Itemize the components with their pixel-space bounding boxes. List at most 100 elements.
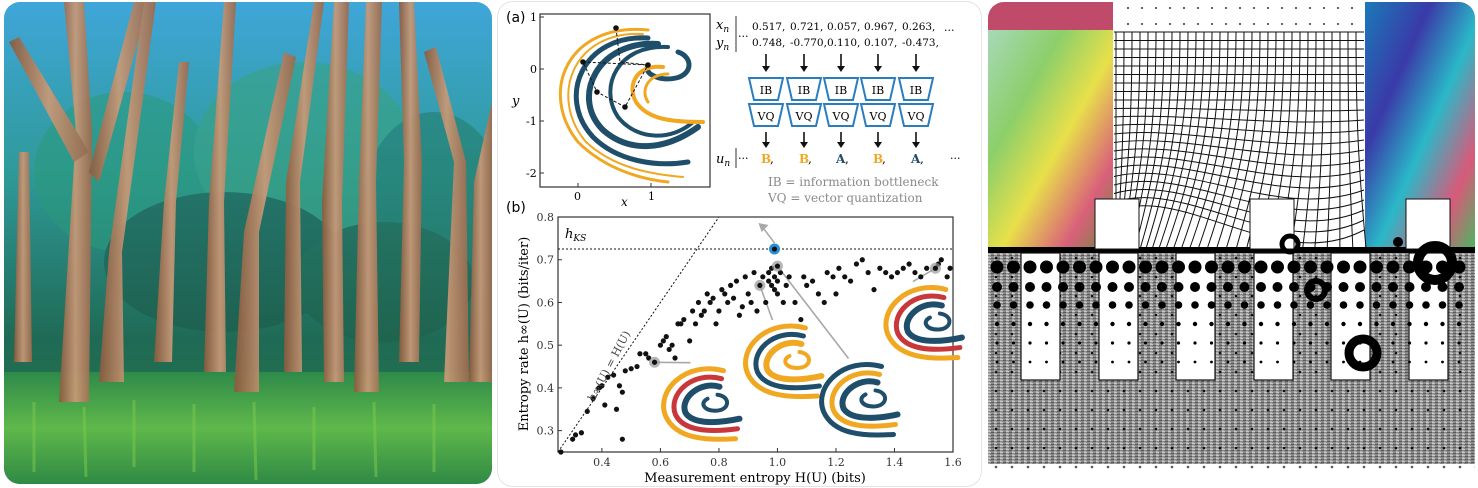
data-point [780, 299, 786, 306]
scatter-ticks: 0.4 0.6 0.8 1.0 1.2 1.4 1.6 0.3 0.4 0.5 0.6 0.7 0.8 [537, 211, 962, 469]
y-tick-neg1: -1 [526, 115, 537, 128]
data-point [804, 282, 810, 288]
halftone-dot [1292, 360, 1296, 364]
arrowhead-icon [800, 142, 808, 148]
data-point [666, 346, 672, 353]
halftone-dot [1403, 260, 1416, 274]
halftone-dot [1192, 321, 1198, 327]
halftone-dot [1457, 341, 1461, 345]
halftone-dot [1127, 341, 1131, 345]
halftone-dot [993, 301, 1001, 309]
marked-point [932, 265, 939, 271]
y-tick-label: 0.7 [537, 254, 555, 267]
white-block [1249, 198, 1295, 250]
halftone-dot [1309, 360, 1312, 364]
data-point [792, 299, 798, 306]
halftone-dot [995, 341, 999, 345]
halftone-dots [990, 260, 1466, 364]
halftone-dot [1144, 360, 1147, 364]
ib-label: IB [835, 84, 847, 97]
xn-value: 0.517, [752, 21, 785, 33]
halftone-dot [1339, 301, 1348, 309]
ib-label: IB [910, 84, 922, 97]
paint-drips [32, 400, 436, 481]
x-tick-label: 1.0 [769, 456, 787, 469]
symbol-comma: , [845, 152, 849, 166]
data-point [698, 312, 704, 318]
halftone-dot [1040, 260, 1053, 274]
halftone-dot [1308, 341, 1313, 345]
halftone-dot [1008, 282, 1019, 292]
vq-block [859, 103, 897, 127]
data-point [710, 295, 716, 301]
halftone-dot [1044, 321, 1049, 327]
data-point [763, 299, 769, 306]
ib-vq-pipeline: IB VQ B, IB VQ B, IB VQ A , IB VQ B, IB VQ A, [747, 54, 935, 166]
attractor-inset [819, 362, 901, 438]
ib-label: IB [798, 84, 810, 97]
scatter-ylabel: Entropy rate h∞(U) (bits/iter) [517, 237, 532, 432]
halftone-dot [1287, 260, 1301, 274]
vq-label: VQ [869, 110, 887, 123]
halftone-dot [1011, 321, 1016, 327]
halftone-dot [1308, 321, 1313, 327]
data-point [938, 257, 944, 263]
glitch-art-image [988, 2, 1475, 484]
halftone-dot [1143, 321, 1148, 327]
data-point [894, 269, 901, 276]
forest-painting [4, 2, 492, 484]
data-point [783, 282, 789, 288]
halftone-dot [992, 282, 1002, 292]
data-point [739, 304, 745, 310]
xn-value: 0.263, [902, 21, 935, 33]
halftone-dot [1127, 360, 1131, 364]
ib-label: IB [872, 84, 884, 97]
halftone-dot [1353, 260, 1367, 274]
x-tick-label: 1.6 [944, 456, 962, 469]
data-point [616, 383, 623, 389]
halftone-dot [1107, 282, 1118, 292]
arrowhead-icon [762, 142, 770, 148]
halftone-dot [1205, 260, 1218, 274]
legend-vq: VQ = vector quantization [767, 191, 923, 205]
xn-value: 0.057, [827, 21, 860, 33]
halftone-dot [1391, 360, 1395, 364]
data-point [701, 308, 707, 314]
white-column [1020, 252, 1061, 381]
x-tick-0: 0 [574, 190, 581, 203]
white-column [1175, 252, 1216, 381]
warped-grid [1113, 7, 1367, 249]
attractor-inset [883, 285, 965, 361]
marked-point [774, 263, 781, 269]
data-point [628, 366, 634, 372]
white-block [1094, 198, 1140, 250]
arrowhead-icon [800, 66, 808, 72]
identity-line [557, 216, 720, 453]
data-point [730, 295, 737, 301]
ib-block [897, 77, 935, 101]
un-label: un [716, 152, 730, 169]
halftone-dot [1456, 321, 1462, 327]
halftone-dot [1438, 301, 1447, 309]
vq-label: VQ [907, 110, 925, 123]
halftone-dot [1044, 341, 1049, 345]
halftone-dot [1239, 282, 1250, 292]
halftone-dot [1325, 360, 1329, 364]
halftone-dot [1125, 301, 1133, 309]
data-point [678, 321, 684, 327]
data-point [766, 278, 772, 284]
halftone-dot [1056, 260, 1070, 274]
highlight-arrow [761, 226, 776, 244]
halftone-dot [1206, 282, 1217, 292]
symbol-b: B [873, 152, 883, 166]
x-tick-label: 1.4 [886, 456, 904, 469]
halftone-dot [1226, 360, 1230, 364]
black-bar [988, 247, 1475, 253]
halftone-dot [1191, 301, 1199, 309]
halftone-dot [1073, 260, 1086, 274]
halftone-dot [1045, 360, 1048, 364]
yn-values: 0.748, -0.770, 0.110, 0.107, -0.473, [752, 37, 939, 49]
halftone-dot [1276, 360, 1279, 364]
halftone-dot [1357, 321, 1363, 327]
data-point [918, 274, 924, 280]
